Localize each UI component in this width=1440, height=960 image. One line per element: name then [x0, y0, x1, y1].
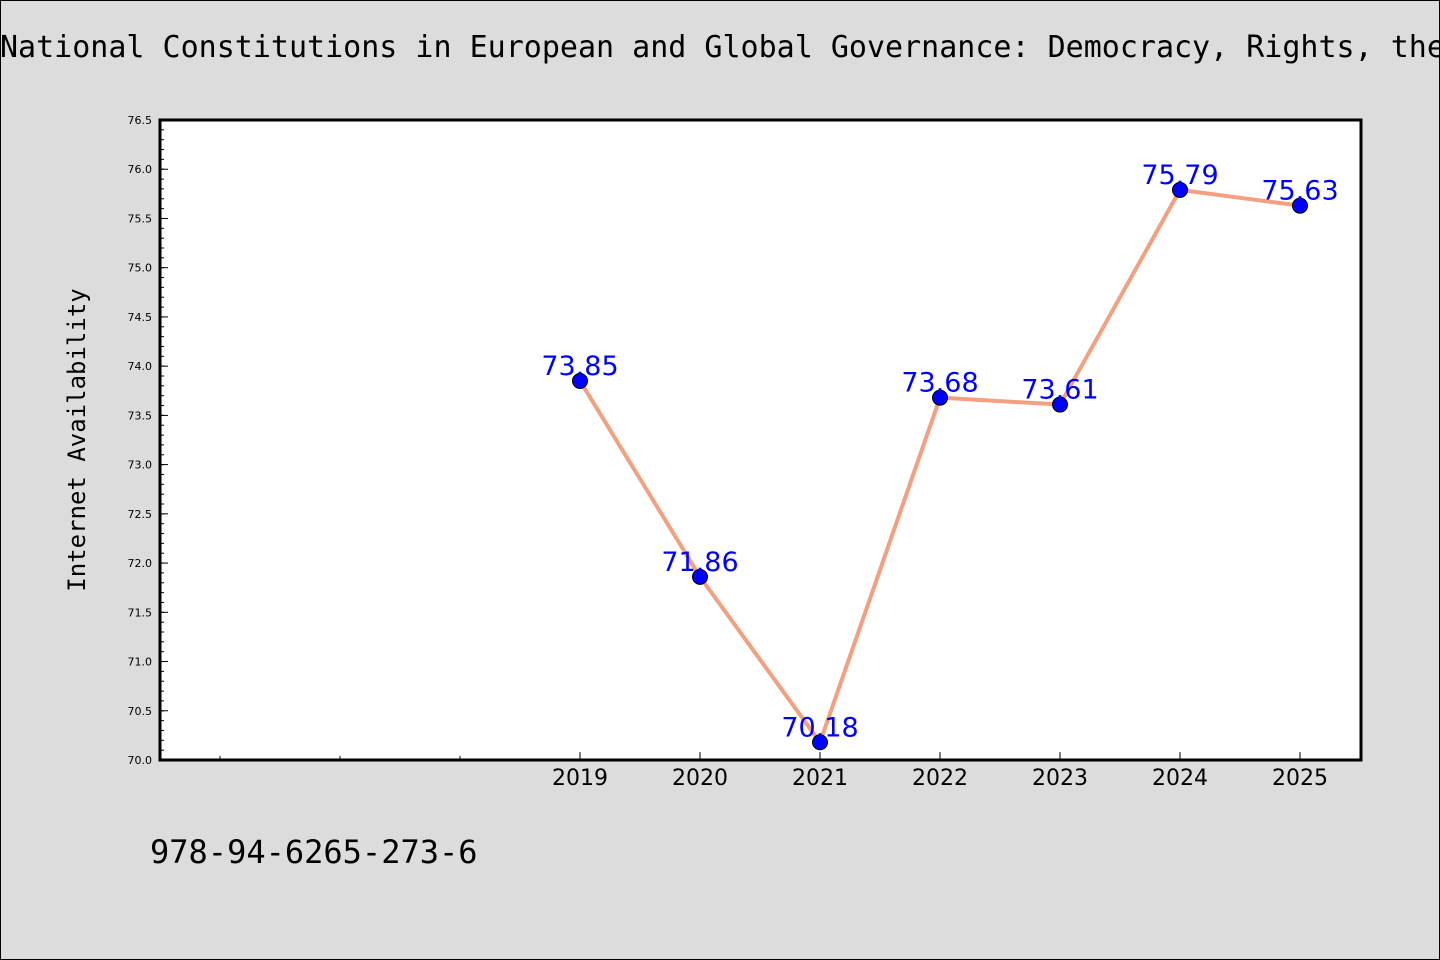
- data-point: [572, 372, 588, 389]
- y-tick-label: 76.0: [128, 163, 153, 176]
- x-tick-label: 2025: [1272, 766, 1328, 791]
- y-tick-label: 73.0: [128, 459, 153, 472]
- data-label: 70.18: [781, 712, 858, 743]
- y-tick-label: 76.5: [128, 114, 153, 127]
- x-tick-label: 2023: [1032, 766, 1088, 791]
- y-tick-label: 75.5: [128, 212, 153, 225]
- y-tick-label: 72.5: [128, 508, 153, 521]
- data-point: [932, 389, 948, 406]
- data-point: [1052, 396, 1068, 413]
- y-tick-label: 72.0: [128, 557, 153, 570]
- data-label: 71.86: [661, 547, 738, 578]
- y-axis-label: Internet Availability: [63, 288, 91, 591]
- data-point: [1292, 197, 1308, 214]
- x-tick-label: 2020: [672, 766, 728, 791]
- x-tick-label: 2019: [552, 766, 608, 791]
- y-tick-label: 74.0: [128, 360, 153, 373]
- x-tick-label: 2024: [1152, 766, 1208, 791]
- y-tick-label: 74.5: [128, 311, 153, 324]
- x-tick-label: 2021: [792, 766, 848, 791]
- y-tick-label: 70.5: [128, 705, 153, 718]
- data-label: 73.68: [901, 368, 978, 399]
- data-label: 73.85: [541, 351, 618, 382]
- y-tick-label: 71.5: [128, 606, 153, 619]
- y-tick-label: 71.0: [128, 656, 153, 669]
- y-tick-label: 73.5: [128, 409, 153, 422]
- data-point: [692, 568, 708, 585]
- plot-area: [160, 120, 1361, 760]
- chart-title: National Constitutions in European and G…: [0, 30, 1440, 65]
- y-tick-label: 75.0: [128, 262, 153, 275]
- data-point: [812, 734, 828, 751]
- data-point: [1172, 181, 1188, 198]
- plot-frame: [158, 118, 1363, 762]
- y-tick-label: 70.0: [128, 754, 153, 767]
- data-label: 75.63: [1261, 176, 1338, 207]
- data-label: 75.79: [1141, 160, 1218, 191]
- isbn-label: 978-94-6265-273-6: [150, 833, 478, 871]
- data-label: 73.61: [1021, 375, 1098, 406]
- x-tick-label: 2022: [912, 766, 968, 791]
